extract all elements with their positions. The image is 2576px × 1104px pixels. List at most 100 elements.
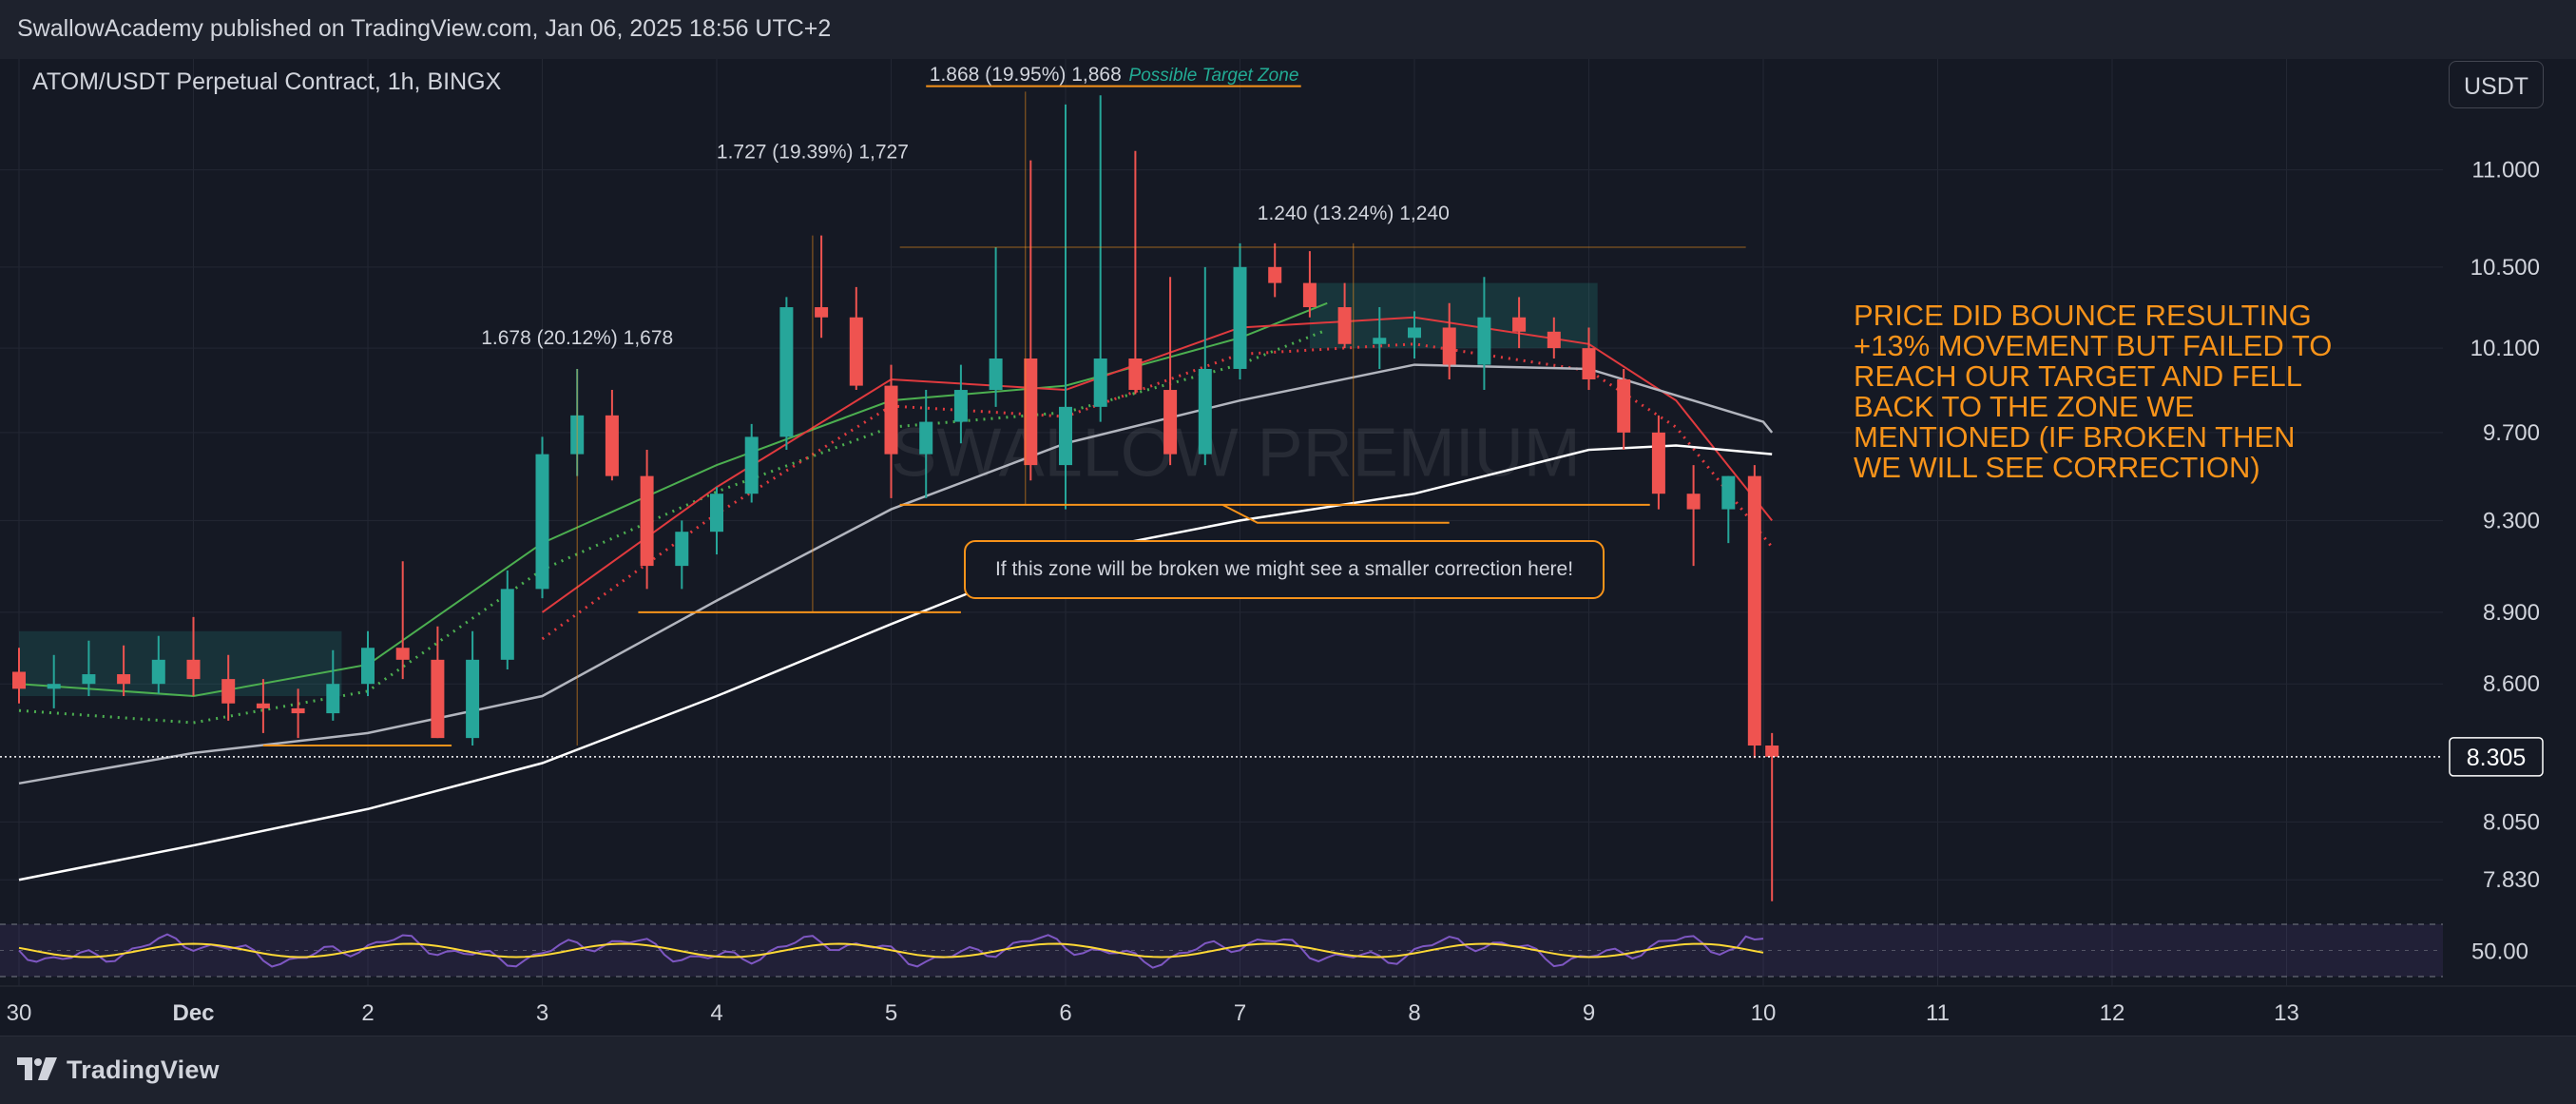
time-axis-label: 12 xyxy=(2100,1000,2125,1026)
candle-body xyxy=(500,589,514,660)
candle-body xyxy=(361,648,375,685)
candle-body xyxy=(953,390,968,422)
candle-body xyxy=(256,703,270,708)
candle-body xyxy=(1268,266,1282,283)
demand-zone-left xyxy=(19,630,342,697)
current-price-box xyxy=(2449,737,2544,777)
candle-body xyxy=(1024,358,1038,466)
price-axis-label: 8.900 xyxy=(2483,600,2540,626)
price-axis-label: 11.000 xyxy=(2471,158,2540,184)
time-axis-label: 4 xyxy=(710,1000,722,1026)
candle-body xyxy=(1373,338,1387,344)
candle-body xyxy=(1059,406,1072,466)
price-axis-label: 9.700 xyxy=(2483,420,2540,446)
price-axis-label: 8.600 xyxy=(2483,671,2540,697)
candle-body xyxy=(186,659,201,680)
price-axis-label: 10.100 xyxy=(2470,336,2540,361)
candle-body xyxy=(1233,266,1247,369)
candle-body xyxy=(431,659,445,739)
candle-body xyxy=(1582,348,1596,379)
candle-body xyxy=(884,385,898,455)
moving-average-line xyxy=(18,301,1328,698)
candle-body xyxy=(1337,307,1352,344)
candle-body xyxy=(1617,378,1631,433)
time-axis-label: 30 xyxy=(7,1000,32,1026)
candle-body xyxy=(1651,432,1665,494)
time-axis-label: 11 xyxy=(1926,1000,1950,1026)
symbol-title: ATOM/USDT Perpetual Contract, 1h, BINGX xyxy=(32,68,502,95)
measure-label: 1.678 (20.12%) 1,678 xyxy=(481,327,673,349)
candle-body xyxy=(849,317,863,386)
time-axis-label: Dec xyxy=(172,1000,214,1026)
candle-body xyxy=(710,494,723,533)
tradingview-wordmark: TradingView xyxy=(67,1056,220,1084)
candle-body xyxy=(1442,327,1456,365)
tradingview-logo-icon xyxy=(17,1056,57,1080)
currency-button[interactable]: USDT xyxy=(2449,61,2544,108)
candle-body xyxy=(779,307,794,437)
zone-note-callout: If this zone will be broken we might see… xyxy=(964,540,1605,599)
top-bar: SwallowAcademy published on TradingView.… xyxy=(0,0,2576,60)
candle-body xyxy=(1765,746,1779,757)
candle-body xyxy=(1512,317,1527,332)
price-axis-label: 8.050 xyxy=(2483,809,2540,835)
candle-body xyxy=(1721,475,1736,510)
rsi-ma-line xyxy=(18,942,1764,959)
time-axis-label: 2 xyxy=(361,1000,374,1026)
candle-body xyxy=(605,415,619,476)
candle-body xyxy=(815,307,829,318)
measure-label: 1.240 (13.24%) 1,240 xyxy=(1258,203,1450,224)
callout-pointer xyxy=(1221,503,1450,524)
price-axis-panel xyxy=(2443,59,2576,1036)
time-axis-label: 10 xyxy=(1751,1000,1777,1026)
candle-body xyxy=(1163,390,1178,455)
time-axis-label: 9 xyxy=(1583,1000,1595,1026)
time-axis-label: 6 xyxy=(1059,1000,1071,1026)
candle-body xyxy=(47,684,61,689)
moving-average-line xyxy=(18,363,1774,785)
candle-body xyxy=(744,436,759,494)
candle-body xyxy=(326,684,340,714)
footer: TradingView xyxy=(0,1036,2576,1104)
time-axis-label: 3 xyxy=(536,1000,548,1026)
candle-body xyxy=(640,475,654,567)
candle-body xyxy=(1093,358,1107,407)
candle-body xyxy=(1198,368,1212,455)
candle-body xyxy=(1547,331,1561,349)
measure-label: 1.727 (19.39%) 1,727 xyxy=(717,142,909,164)
candle-body xyxy=(1747,475,1761,746)
candle-body xyxy=(1128,358,1143,391)
candle-body xyxy=(82,674,96,685)
candle-body xyxy=(989,358,1003,391)
candle-body xyxy=(395,648,410,660)
price-chart[interactable]: 30 Dec 2 3 4 5 6 7 8 9 10 11 12 13 11.000 10.500 10.100 9… xyxy=(0,59,2576,1036)
time-axis-label: 8 xyxy=(1408,1000,1420,1026)
dotted-ema-line xyxy=(541,342,1774,641)
candle-body xyxy=(675,532,689,567)
commentary-annotation: PRICE DID BOUNCE RESULTING +13% MOVEMENT… xyxy=(1854,299,2333,484)
candle-body xyxy=(466,659,480,739)
target-zone-label: Possible Target Zone xyxy=(1129,66,1299,86)
watermark: SWALLOW PREMIUM xyxy=(891,416,1580,492)
chart-area[interactable]: 30 Dec 2 3 4 5 6 7 8 9 10 11 12 13 11.000 10.500 10.100 9… xyxy=(0,59,2576,1036)
candle-body xyxy=(1686,494,1701,510)
candle-body xyxy=(1408,327,1421,339)
time-axis-label: 7 xyxy=(1234,1000,1246,1026)
candle-body xyxy=(291,707,305,714)
candle-body xyxy=(151,659,165,685)
time-axis-label: 13 xyxy=(2274,1000,2299,1026)
time-axis-label: 5 xyxy=(885,1000,897,1026)
rsi-level-label: 50.00 xyxy=(2471,939,2528,965)
candle-body xyxy=(221,679,236,704)
candle-body xyxy=(535,454,549,590)
tradingview-logo[interactable]: TradingView xyxy=(17,1056,220,1085)
price-axis-label: 10.500 xyxy=(2470,255,2540,281)
price-axis-label: 7.830 xyxy=(2483,867,2540,893)
publish-info: SwallowAcademy published on TradingView.… xyxy=(17,15,832,42)
candle-body xyxy=(1477,317,1491,365)
candle-body xyxy=(1302,282,1317,308)
price-axis-label: 9.300 xyxy=(2483,508,2540,533)
candle-body xyxy=(919,421,933,455)
candle-body xyxy=(117,674,131,685)
rsi-band xyxy=(0,924,2443,977)
